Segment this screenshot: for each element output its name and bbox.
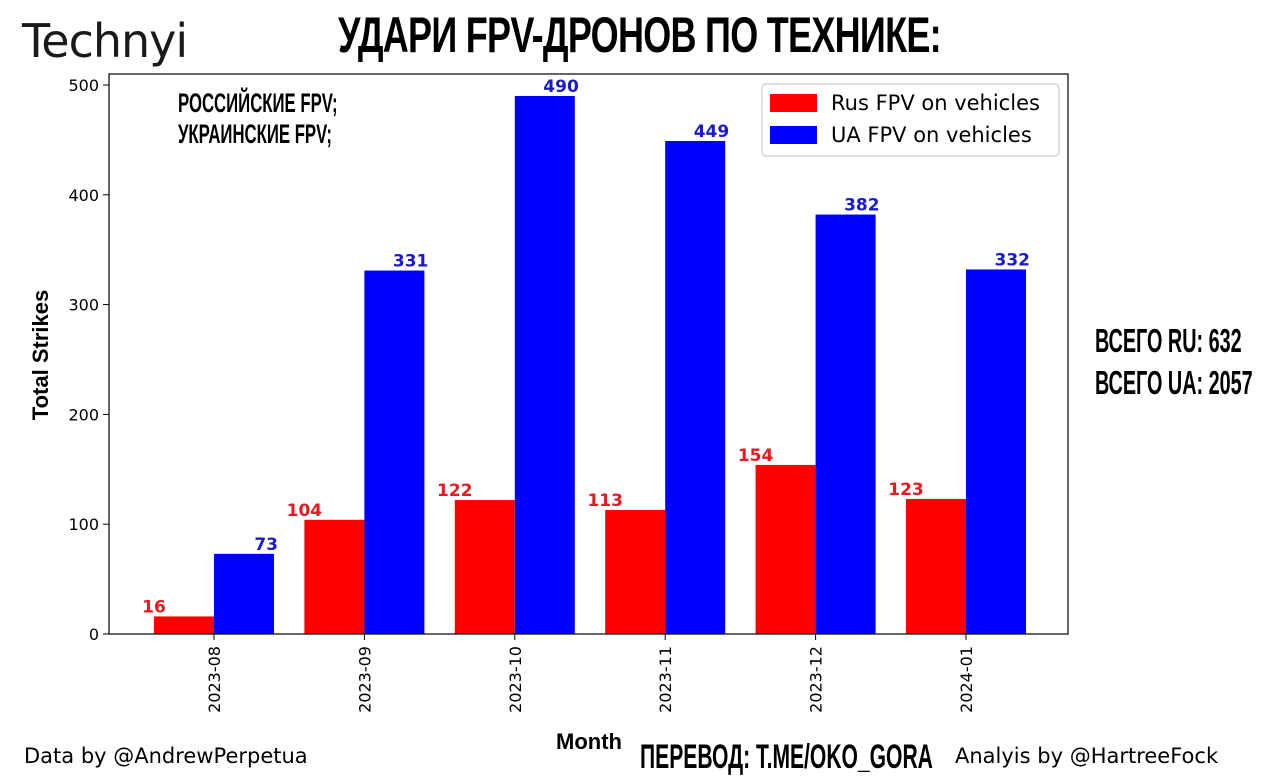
y-tick-label: 100: [68, 515, 99, 534]
ua-data-label: 490: [543, 77, 579, 97]
ua-data-label: 332: [995, 250, 1031, 270]
ua-data-label: 449: [694, 122, 730, 142]
ua-data-label: 331: [393, 252, 429, 272]
y-tick-label: 200: [68, 405, 99, 424]
legend-swatch-ru: [770, 94, 817, 112]
legend-box: [761, 83, 1060, 157]
y-tick-label: 0: [89, 625, 99, 644]
ru-bar: [304, 519, 365, 634]
ru-bar: [605, 509, 666, 634]
ua-bar: [815, 214, 876, 635]
ru-bar: [755, 464, 816, 634]
ua-bar: [966, 269, 1026, 634]
x-tick-label: 2023-08: [205, 646, 224, 713]
logo-text: Technyi: [22, 14, 188, 68]
total-ru: ВСЕГО RU: 632: [1095, 322, 1242, 359]
x-tick-label: 2023-12: [807, 646, 826, 713]
annotation-ua: УКРАИНСКИЕ FPV;: [178, 119, 332, 149]
ru-data-label: 154: [738, 446, 774, 466]
total-ua: ВСЕГО UA: 2057: [1095, 364, 1253, 401]
legend-swatch-ua: [770, 126, 817, 144]
technyi-logo: Technyi: [22, 14, 188, 68]
plot-frame: [108, 73, 1069, 635]
ru-data-label: 122: [437, 481, 473, 501]
ru-data-label: 113: [587, 491, 623, 511]
ru-bar: [906, 498, 966, 634]
x-tick-label: 2023-11: [656, 646, 675, 713]
y-tick-label: 500: [68, 76, 99, 95]
ru-data-label: 104: [287, 501, 323, 521]
ua-data-label: 382: [844, 196, 880, 216]
ua-data-label: 73: [254, 535, 278, 555]
legend-label-ru: Rus FPV on vehicles: [831, 91, 1040, 115]
x-tick-label: 2023-09: [355, 646, 374, 713]
ua-bar: [364, 270, 425, 634]
x-tick-label: 2024-01: [957, 646, 976, 713]
annotation-ru: РОССИЙСКИЕ FPV;: [178, 88, 338, 118]
ru-data-label: 16: [142, 597, 166, 617]
ua-bar: [514, 95, 575, 634]
ru-bar: [154, 616, 214, 634]
ru-bar: [454, 500, 515, 634]
x-axis-title: Month: [556, 729, 622, 754]
analysis-credit: Analyis by @HartreeFock: [955, 744, 1219, 768]
ua-bar: [214, 553, 274, 634]
y-axis-title: Total Strikes: [28, 290, 53, 420]
translation-credit: ПЕРЕВОД: T.ME/OKO_GORA: [640, 738, 933, 776]
x-tick-label: 2023-10: [506, 646, 525, 713]
data-credit: Data by @AndrewPerpetua: [24, 744, 308, 768]
ua-bar: [665, 140, 726, 634]
y-tick-label: 400: [68, 186, 99, 205]
legend-label-ua: UA FPV on vehicles: [831, 123, 1032, 147]
y-tick-label: 300: [68, 296, 99, 315]
ru-data-label: 123: [888, 480, 924, 500]
